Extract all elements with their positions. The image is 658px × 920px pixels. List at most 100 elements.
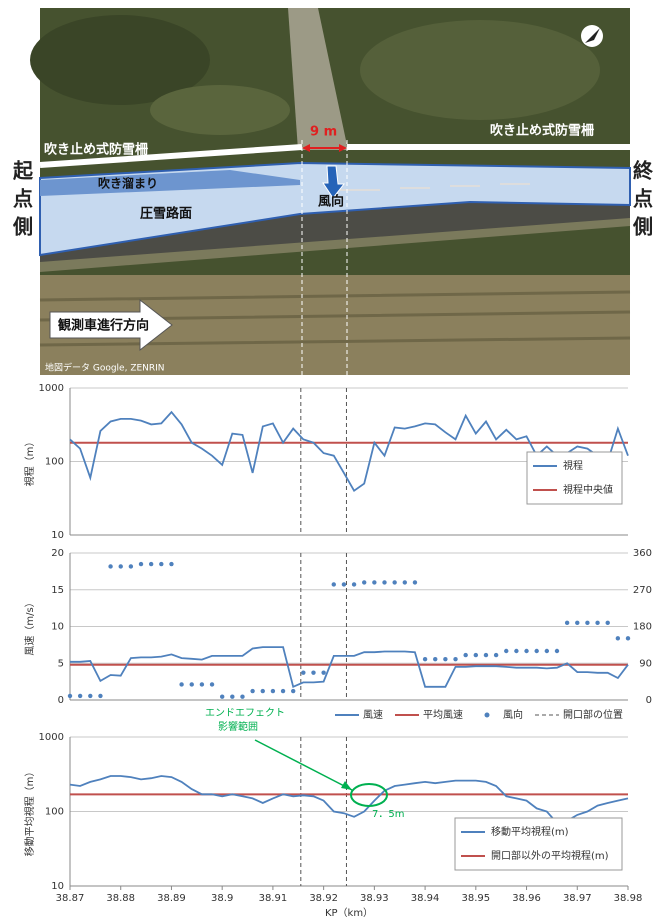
legend-box [455, 818, 622, 870]
y-tick-label: 10 [51, 530, 64, 541]
x-tick-label: 38.87 [56, 893, 85, 904]
direction-dot [403, 580, 407, 584]
y2-tick-label: 360 [633, 548, 652, 559]
y-tick-label: 10 [51, 881, 64, 892]
annotation: エンドエフェクト [205, 707, 285, 719]
direction-dot [514, 649, 518, 653]
direction-dot [68, 694, 72, 698]
y-tick-label: 0 [58, 695, 64, 706]
legend-symbol [485, 713, 490, 718]
legend-box [527, 452, 622, 504]
y2-tick-label: 90 [639, 658, 652, 669]
legend-label: 移動平均視程(m) [491, 825, 569, 838]
legend-label: 平均風速 [423, 709, 463, 721]
direction-dot [250, 689, 254, 693]
x-tick-label: 38.88 [106, 893, 135, 904]
figure: 吹き止め式防雪柵 吹き止め式防雪柵 9 m 吹き溜まり 風向 圧雪路面 観測車進… [0, 0, 658, 920]
direction-dot [382, 580, 386, 584]
direction-dot [616, 636, 620, 640]
direction-dot [352, 582, 356, 586]
direction-dot [555, 649, 559, 653]
y-tick-label: 1000 [39, 383, 64, 394]
direction-dot [98, 694, 102, 698]
travel-direction-label: 観測車進行方向 [57, 318, 149, 334]
direction-dot [494, 653, 498, 657]
y2-tick-label: 270 [633, 585, 652, 596]
x-tick-label: 38.97 [563, 893, 592, 904]
direction-dot [230, 695, 234, 699]
direction-dot [443, 657, 447, 661]
direction-dot [606, 621, 610, 625]
direction-dot [108, 564, 112, 568]
y2-tick-label: 180 [633, 622, 652, 633]
direction-dot [392, 580, 396, 584]
drift-label: 吹き溜まり [98, 176, 158, 191]
x-tick-label: 38.98 [614, 893, 643, 904]
direction-dot [88, 694, 92, 698]
aerial-photo: 吹き止め式防雪柵 吹き止め式防雪柵 9 m 吹き溜まり 風向 圧雪路面 観測車進… [30, 8, 630, 375]
direction-dot [626, 636, 630, 640]
x-axis-label: KP（km） [325, 907, 373, 919]
direction-dot [595, 621, 599, 625]
y-tick-label: 15 [51, 585, 64, 596]
y-axis-label: 視程（m） [23, 437, 36, 487]
y-tick-label: 10 [51, 622, 64, 633]
direction-dot [159, 562, 163, 566]
direction-dot [311, 670, 315, 674]
x-tick-label: 38.92 [309, 893, 338, 904]
fence-right-label: 吹き止め式防雪柵 [490, 123, 594, 139]
direction-dot [200, 682, 204, 686]
y-tick-label: 1000 [39, 732, 64, 743]
x-tick-label: 38.89 [157, 893, 186, 904]
direction-dot [190, 682, 194, 686]
direction-dot [210, 682, 214, 686]
annotation: 影響範囲 [218, 720, 258, 733]
direction-dot [504, 649, 508, 653]
direction-dot [433, 657, 437, 661]
direction-dot [423, 657, 427, 661]
direction-dot [362, 580, 366, 584]
x-tick-label: 38.9 [211, 893, 233, 904]
direction-dot [78, 694, 82, 698]
direction-dot [413, 580, 417, 584]
direction-dot [169, 562, 173, 566]
direction-dot [332, 582, 336, 586]
direction-dot [240, 695, 244, 699]
legend-label: 視程 [563, 459, 583, 472]
x-tick-label: 38.95 [461, 893, 490, 904]
annotation: 7．5m [372, 809, 404, 820]
direction-dot [139, 562, 143, 566]
y-axis-label: 移動平均視程（m） [23, 767, 36, 857]
wind-direction-label: 風向 [318, 194, 344, 210]
direction-dot [534, 649, 538, 653]
direction-dot [372, 580, 376, 584]
series-line [70, 776, 628, 823]
direction-dot [484, 653, 488, 657]
gap-label: 9 m [310, 125, 337, 140]
direction-dot [524, 649, 528, 653]
annotation-arrow [255, 740, 352, 790]
direction-dot [342, 582, 346, 586]
legend-label: 風速 [363, 709, 383, 721]
legend-label: 風向 [503, 708, 523, 721]
y-tick-label: 20 [51, 548, 64, 559]
legend-label: 視程中央値 [563, 483, 613, 496]
y2-tick-label: 0 [646, 695, 652, 706]
x-tick-label: 38.94 [411, 893, 440, 904]
direction-dot [129, 564, 133, 568]
page: {"photo": {"left_side": "起点側", "right_si… [0, 0, 658, 920]
direction-dot [149, 562, 153, 566]
direction-dot [453, 657, 457, 661]
direction-dot [220, 695, 224, 699]
direction-dot [261, 689, 265, 693]
direction-dot [321, 670, 325, 674]
end-side-label: 終点側 [630, 159, 654, 244]
fence-left-label: 吹き止め式防雪柵 [44, 142, 148, 158]
direction-dot [179, 682, 183, 686]
direction-dot [575, 621, 579, 625]
y-tick-label: 100 [45, 457, 64, 468]
x-tick-label: 38.93 [360, 893, 389, 904]
legend-label: 開口部の位置 [563, 708, 623, 721]
legend-label: 開口部以外の平均視程(m) [491, 849, 609, 862]
start-side-label: 起点側 [10, 160, 34, 244]
